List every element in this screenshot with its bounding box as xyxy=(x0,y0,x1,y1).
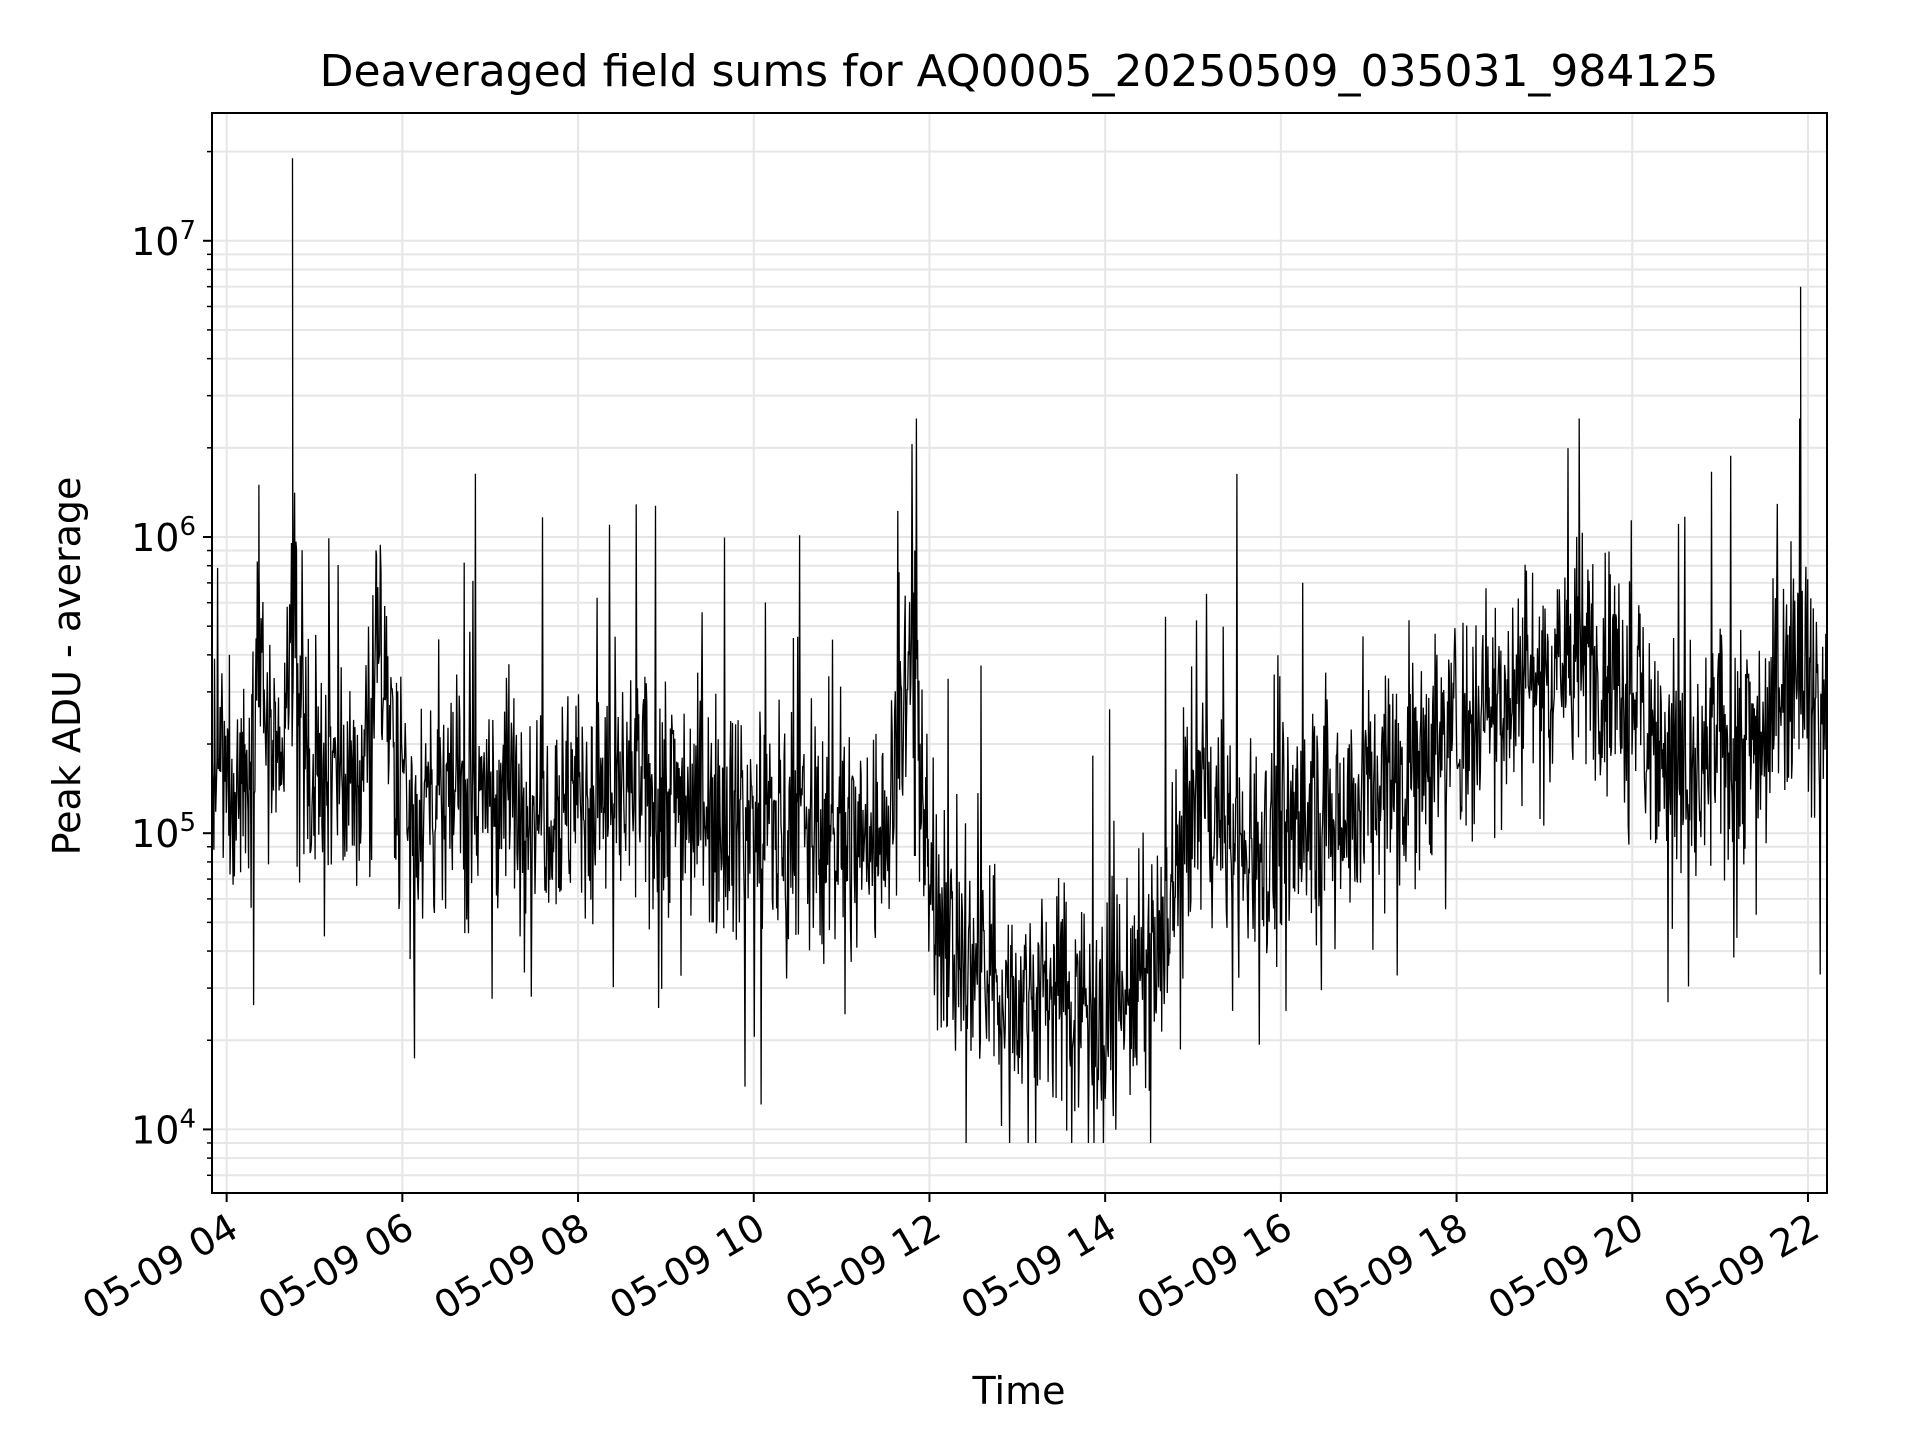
plot-area xyxy=(212,158,1827,1144)
x-tick-label: 05-09 16 xyxy=(1129,1205,1299,1329)
x-tick-label: 05-09 18 xyxy=(1305,1205,1475,1329)
y-tick-label: 106 xyxy=(131,512,196,560)
x-tick-label: 05-09 06 xyxy=(251,1205,421,1329)
x-axis-label: Time xyxy=(972,1369,1066,1413)
x-tick-label: 05-09 04 xyxy=(75,1205,245,1329)
chart-title: Deaveraged field sums for AQ0005_2025050… xyxy=(320,46,1719,97)
x-tick-label: 05-09 22 xyxy=(1656,1205,1826,1329)
series-line xyxy=(212,158,1827,1144)
y-axis-label: Peak ADU - average xyxy=(45,477,89,856)
x-tick-label: 05-09 14 xyxy=(954,1205,1124,1329)
x-tick-label: 05-09 20 xyxy=(1481,1205,1651,1329)
y-tick-label: 105 xyxy=(131,808,196,856)
y-tick-label: 104 xyxy=(131,1104,196,1152)
x-tick-label: 05-09 12 xyxy=(778,1205,948,1329)
x-tick-label: 05-09 08 xyxy=(427,1205,597,1329)
x-tick-label: 05-09 10 xyxy=(602,1205,772,1329)
y-tick-label: 107 xyxy=(131,216,196,264)
plot-frame xyxy=(211,112,1828,1194)
